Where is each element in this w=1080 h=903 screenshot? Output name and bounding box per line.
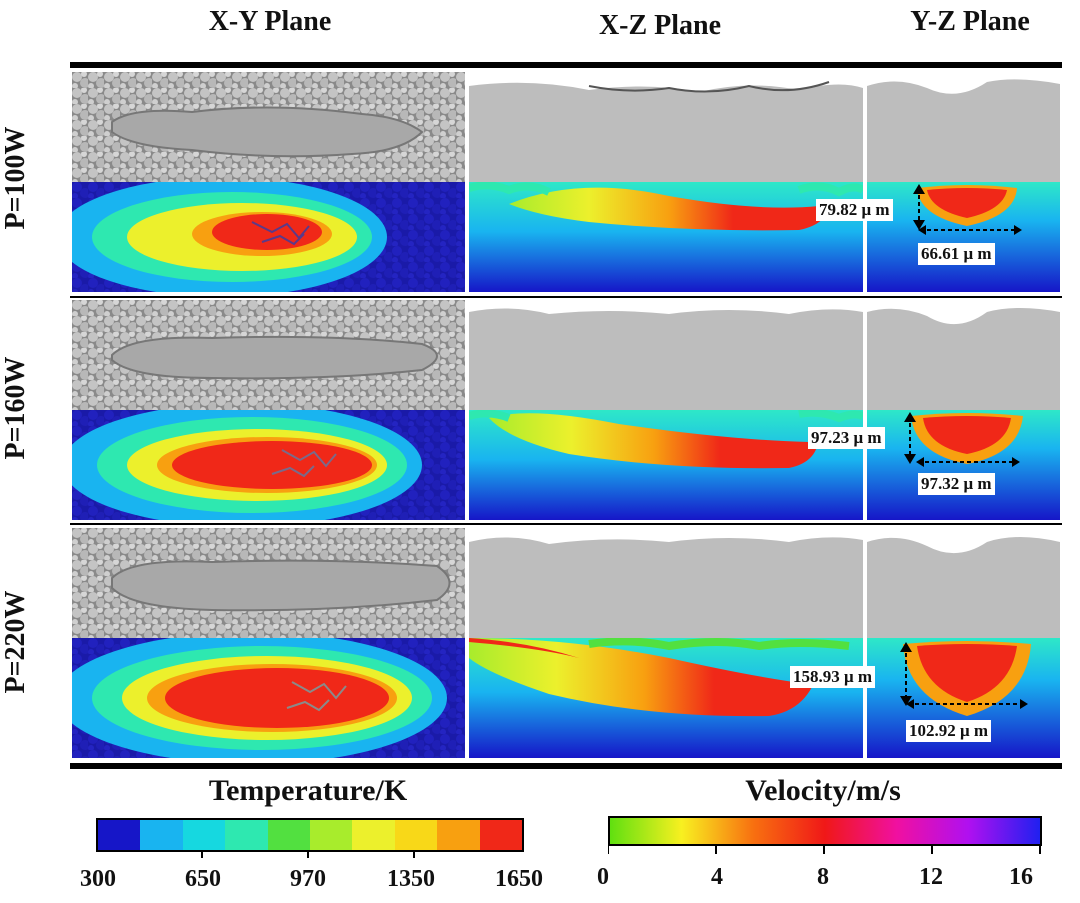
xy-temperature-220w bbox=[72, 638, 465, 758]
temperature-tick-1650: 1650 bbox=[495, 866, 543, 892]
header-yz-plane: Y-Z Plane bbox=[910, 6, 1030, 37]
temperature-tick-marks bbox=[201, 850, 415, 858]
xz-surface-220w bbox=[469, 528, 863, 638]
temperature-bar-title: Temperature/K bbox=[208, 774, 408, 807]
temperature-colorbar-segment bbox=[267, 820, 311, 850]
velocity-bar-title: Velocity/m/s bbox=[745, 774, 901, 807]
yz-temperature-100w bbox=[867, 182, 1060, 292]
temperature-colorbar-segment bbox=[394, 820, 438, 850]
temperature-colorbar-segment bbox=[437, 820, 480, 850]
temperature-colorbar-segment bbox=[182, 820, 226, 850]
xz-temperature-100w bbox=[469, 182, 863, 292]
temperature-colorbar-segment bbox=[352, 820, 395, 850]
melt-depth-label-100w: 79.82 μ m bbox=[816, 199, 893, 221]
melt-width-label-160w: 97.32 μ m bbox=[918, 473, 995, 495]
temperature-colorbar bbox=[96, 818, 524, 852]
temperature-colorbar-segment bbox=[140, 820, 183, 850]
header-xz-plane: X-Z Plane bbox=[598, 10, 722, 41]
yz-surface-220w bbox=[867, 528, 1060, 638]
temperature-colorbar-segment bbox=[310, 820, 353, 850]
velocity-tick-marks bbox=[608, 844, 1041, 854]
temperature-tick-300: 300 bbox=[80, 866, 116, 892]
yz-temperature-160w bbox=[867, 410, 1060, 520]
xz-surface-100w bbox=[469, 72, 863, 182]
xy-surface-160w bbox=[72, 300, 465, 410]
divider-2 bbox=[70, 523, 1062, 525]
temperature-tick-970: 970 bbox=[290, 866, 326, 892]
xy-surface-220w bbox=[72, 528, 465, 638]
temperature-colorbar-segment bbox=[479, 820, 523, 850]
velocity-tick-0: 0 bbox=[597, 864, 609, 890]
velocity-tick-4: 4 bbox=[711, 864, 723, 890]
velocity-tick-12: 12 bbox=[919, 864, 943, 890]
xy-surface-100w bbox=[72, 72, 465, 182]
xy-temperature-100w bbox=[72, 182, 465, 292]
melt-width-label-220w: 102.92 μ m bbox=[906, 720, 992, 742]
bottom-rule bbox=[70, 763, 1062, 769]
xy-temperature-160w bbox=[72, 410, 465, 520]
xz-surface-160w bbox=[469, 300, 863, 410]
top-rule bbox=[70, 62, 1062, 68]
xz-temperature-160w bbox=[469, 410, 863, 520]
xz-temperature-220w bbox=[469, 638, 863, 758]
divider-1 bbox=[70, 296, 1062, 298]
melt-width-label-100w: 66.61 μ m bbox=[918, 243, 995, 265]
header-xy-plane: X-Y Plane bbox=[208, 6, 332, 37]
velocity-tick-8: 8 bbox=[817, 864, 829, 890]
velocity-tick-16: 16 bbox=[1009, 864, 1033, 890]
melt-depth-label-160w: 97.23 μ m bbox=[808, 427, 885, 449]
melt-depth-label-220w: 158.93 μ m bbox=[790, 666, 876, 688]
yz-surface-100w bbox=[867, 72, 1060, 182]
temperature-tick-1350: 1350 bbox=[387, 866, 435, 892]
temperature-tick-650: 650 bbox=[185, 866, 221, 892]
velocity-colorbar bbox=[608, 816, 1042, 846]
temperature-colorbar-segment bbox=[98, 820, 141, 850]
temperature-colorbar-segment bbox=[225, 820, 268, 850]
yz-surface-160w bbox=[867, 300, 1060, 410]
